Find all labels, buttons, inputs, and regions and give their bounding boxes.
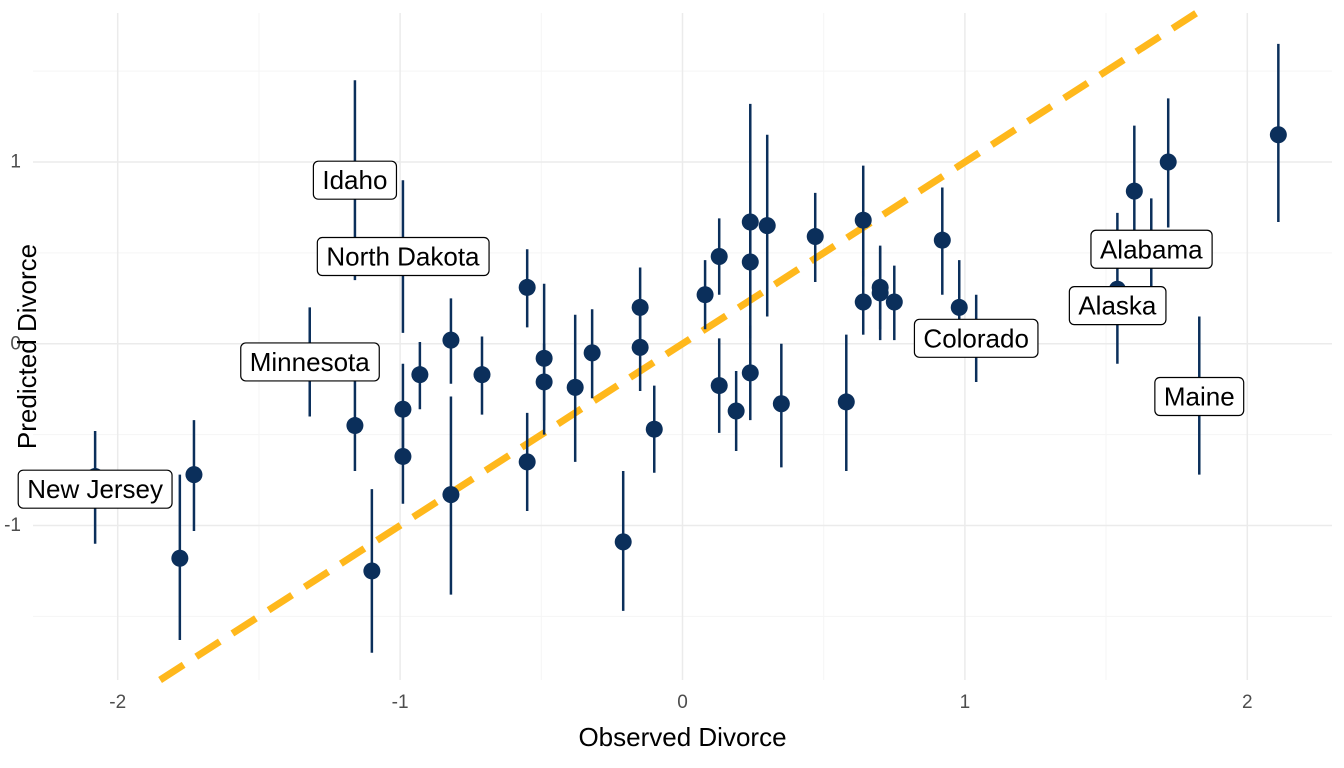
data-point: [854, 293, 872, 311]
grid: [33, 13, 1332, 680]
state-label: Maine: [1164, 381, 1235, 411]
data-point: [1125, 182, 1143, 200]
data-point: [772, 395, 790, 413]
data-point: [1159, 153, 1177, 171]
y-tick-label: -1: [4, 515, 21, 536]
x-tick-label: 1: [960, 692, 971, 713]
data-point: [583, 344, 601, 362]
data-point: [394, 400, 412, 418]
data-point: [741, 364, 759, 382]
data-point: [442, 331, 460, 349]
x-tick-label: -1: [392, 692, 409, 713]
data-point: [614, 533, 632, 551]
state-label-group: Alaska: [1068, 286, 1167, 326]
data-point: [535, 373, 553, 391]
data-point: [741, 213, 759, 231]
data-point: [727, 402, 745, 420]
y-tick-label: 1: [10, 152, 21, 173]
state-label-group: North Dakota: [316, 236, 490, 277]
x-tick-label: 0: [677, 692, 688, 713]
reference-line-layer: [158, 10, 1199, 683]
state-label-box: [312, 160, 398, 200]
data-point: [1269, 126, 1287, 144]
state-label-group: Maine: [1154, 376, 1245, 417]
data-point: [171, 549, 189, 567]
data-point: [394, 447, 412, 465]
data-point: [518, 278, 536, 296]
state-label: New Jersey: [27, 474, 163, 504]
state-label: Colorado: [923, 323, 1029, 353]
data-point: [710, 248, 728, 266]
state-label-box: [17, 469, 173, 509]
state-label-box: [316, 236, 490, 277]
state-label: Minnesota: [250, 347, 370, 377]
data-point: [741, 253, 759, 271]
data-point: [363, 562, 381, 580]
data-point: [631, 298, 649, 316]
data-point: [631, 338, 649, 356]
state-label: Alaska: [1078, 291, 1157, 321]
data-point: [346, 417, 364, 435]
data-point: [411, 366, 429, 384]
data-point: [696, 286, 714, 304]
data-point: [518, 453, 536, 471]
data-point: [535, 349, 553, 367]
state-label: Alabama: [1100, 234, 1203, 264]
reference-line: [158, 10, 1199, 683]
state-label-box: [1154, 376, 1245, 417]
y-axis-title: Predicted Divorce: [12, 244, 42, 449]
data-point: [473, 366, 491, 384]
data-point: [950, 298, 968, 316]
y-tick-label: 0: [10, 333, 21, 354]
data-point: [758, 217, 776, 235]
data-point: [442, 486, 460, 504]
data-point: [645, 420, 663, 438]
state-label-group: Minnesota: [240, 342, 380, 382]
x-tick-label: 2: [1242, 692, 1253, 713]
state-label-group: Colorado: [913, 318, 1039, 358]
data-point: [854, 211, 872, 229]
data-point: [710, 377, 728, 395]
state-label-box: [1090, 229, 1213, 269]
data-point: [566, 378, 584, 396]
data-point: [806, 228, 824, 246]
x-tick-label: -2: [109, 692, 126, 713]
data-point: [837, 393, 855, 411]
data-point: [933, 231, 951, 249]
state-label-box: [1068, 286, 1167, 326]
state-label-group: Alabama: [1090, 229, 1213, 269]
data-point: [871, 284, 889, 302]
state-label-box: [913, 318, 1039, 358]
state-label: Idaho: [322, 165, 387, 195]
state-label: North Dakota: [326, 242, 480, 272]
data-point: [185, 466, 203, 484]
data-point: [885, 293, 903, 311]
state-label-group: Idaho: [312, 160, 398, 200]
tick-labels: -2 -1 0 1 2 -1 0 1: [4, 152, 1252, 713]
state-label-group: New Jersey: [17, 469, 173, 509]
state-label-box: [240, 342, 380, 382]
x-axis-title: Observed Divorce: [578, 722, 786, 752]
state-labels: Idaho North Dakota Minnesota New Jersey Colo…: [17, 160, 1245, 509]
